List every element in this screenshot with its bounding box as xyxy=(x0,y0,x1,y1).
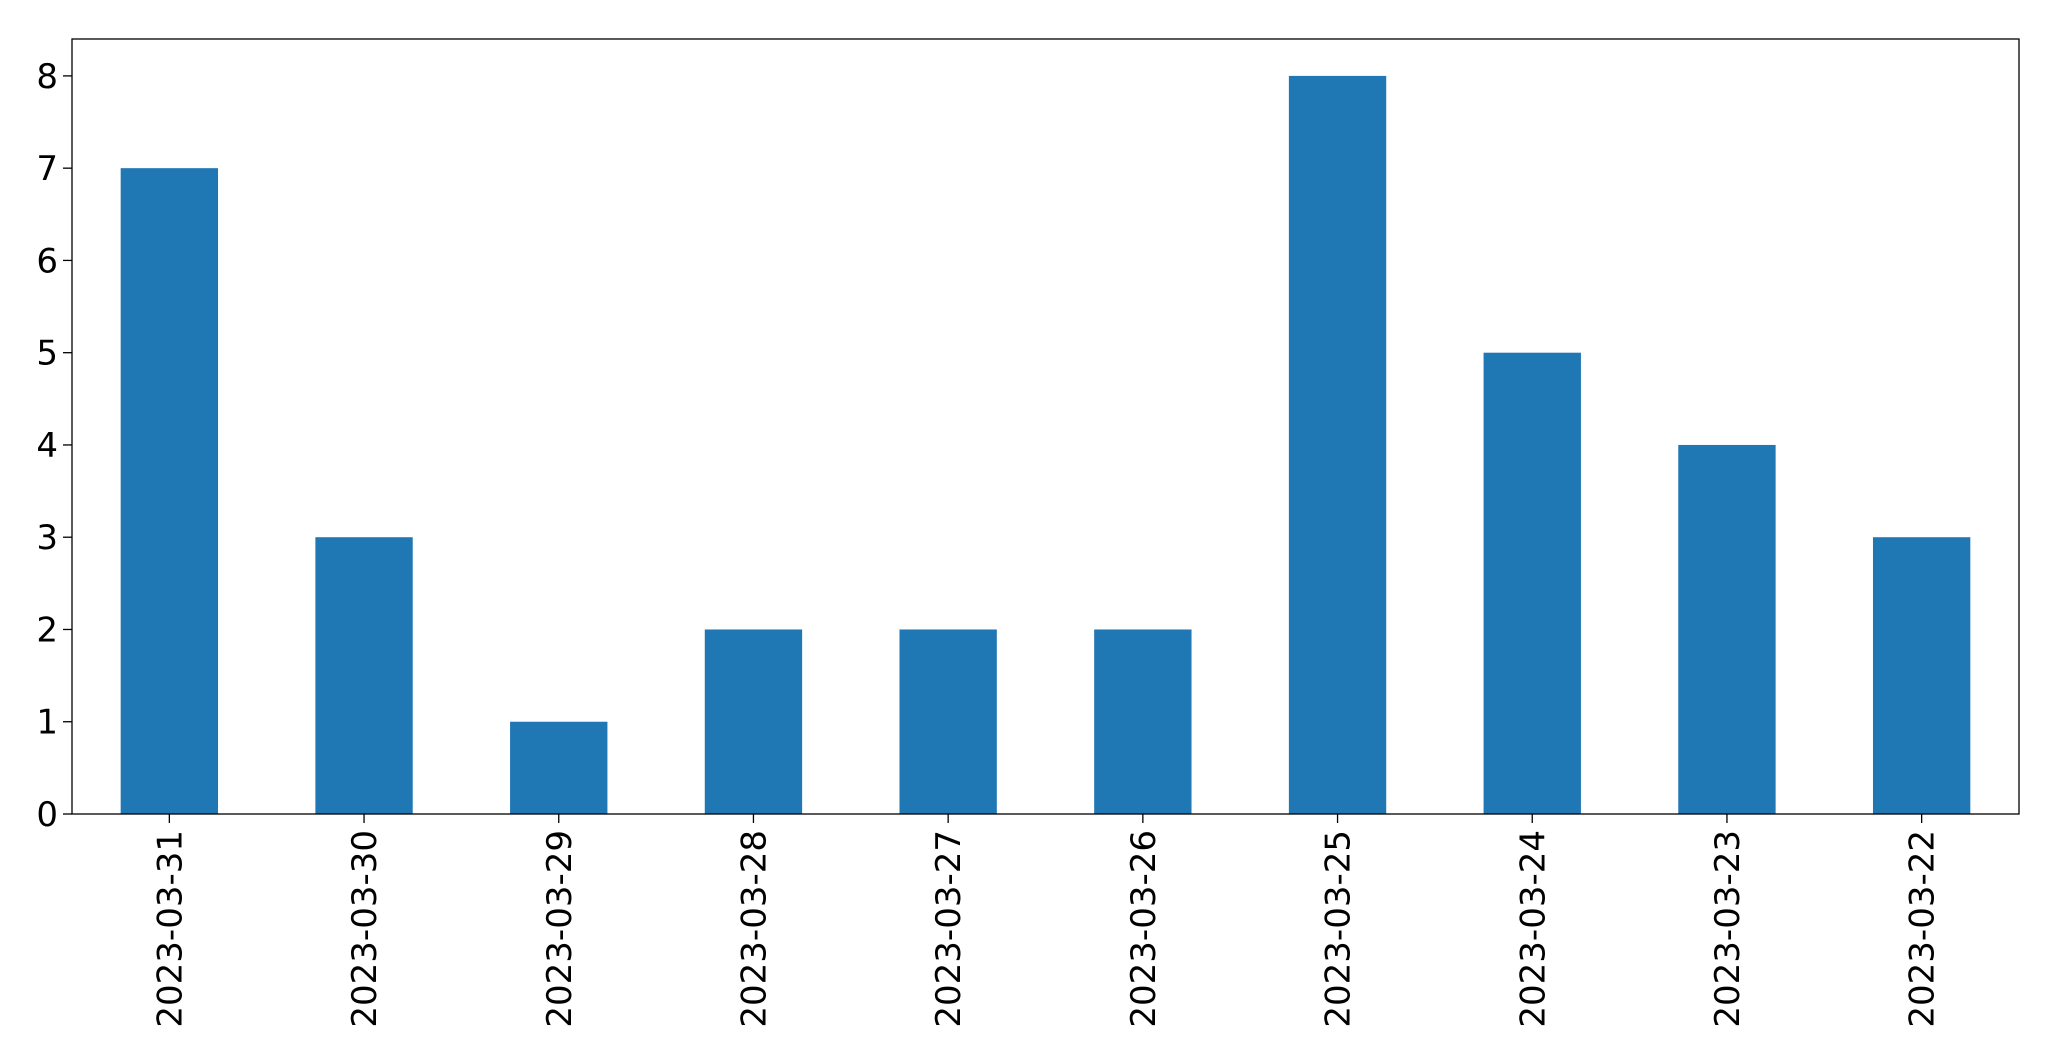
y-tick-label: 2 xyxy=(36,610,58,650)
x-tick-label: 2023-03-29 xyxy=(540,830,580,1028)
y-tick-label: 7 xyxy=(36,149,58,189)
bar xyxy=(1094,629,1192,814)
bar xyxy=(1483,352,1581,814)
x-tick-label: 2023-03-27 xyxy=(929,830,969,1028)
bar xyxy=(315,537,413,814)
plot-frame xyxy=(71,38,2020,815)
y-tick-label: 6 xyxy=(36,241,58,281)
x-tick-label: 2023-03-24 xyxy=(1513,830,1553,1028)
x-tick-label: 2023-03-28 xyxy=(734,830,774,1028)
x-tick-label: 2023-03-26 xyxy=(1124,830,1164,1028)
y-tick-label: 1 xyxy=(36,703,58,743)
y-tick-label: 4 xyxy=(36,426,58,466)
x-tick-label: 2023-03-22 xyxy=(1903,830,1943,1028)
y-tick-label: 0 xyxy=(36,795,58,835)
bar xyxy=(120,168,219,814)
bar xyxy=(1288,75,1387,814)
bar xyxy=(1678,444,1776,814)
bar xyxy=(1872,537,1971,814)
y-tick-label: 3 xyxy=(36,518,58,558)
x-tick-label: 2023-03-30 xyxy=(345,830,385,1028)
bar xyxy=(899,629,997,814)
y-tick-label: 8 xyxy=(36,57,58,97)
bar xyxy=(510,721,608,814)
y-tick-label: 5 xyxy=(36,334,58,374)
x-tick-label: 2023-03-31 xyxy=(150,830,190,1028)
bar xyxy=(704,629,803,814)
x-tick-label: 2023-03-23 xyxy=(1708,830,1748,1028)
x-tick-label: 2023-03-25 xyxy=(1319,830,1359,1028)
